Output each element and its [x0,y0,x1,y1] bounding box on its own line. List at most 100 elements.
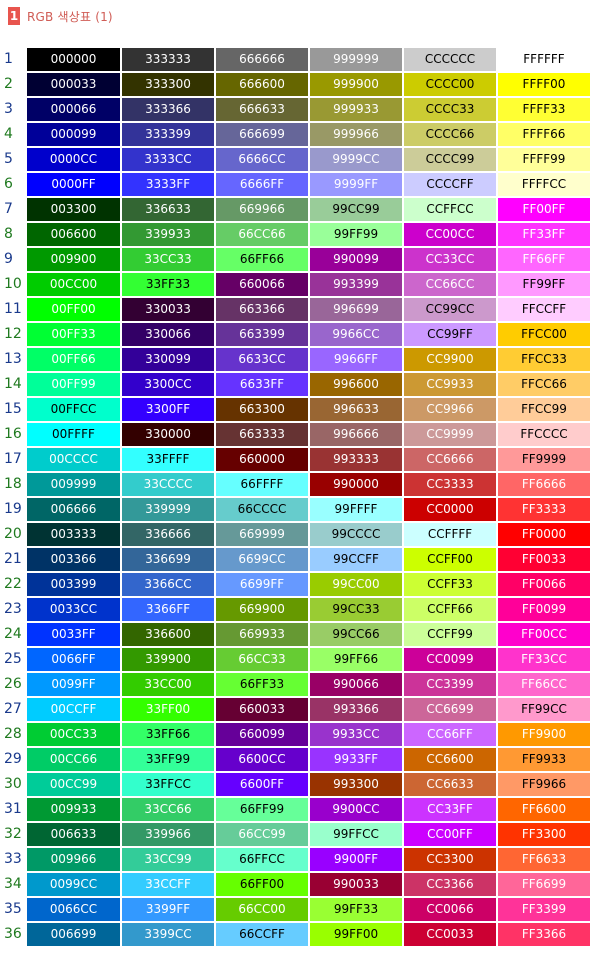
color-swatch-cell: CCFFFF [404,523,496,546]
table-row: 32 006633 339966 66CC99 99FFCC CC00FF FF3300 [0,823,596,846]
color-swatch-cell: 996600 [310,373,402,396]
color-swatch-cell: 669933 [216,623,308,646]
color-swatch-cell: 009900 [27,248,120,271]
color-swatch-cell: 330000 [122,423,214,446]
color-swatch-cell: 993399 [310,273,402,296]
table-row: 35 0066CC 3399FF 66CC00 99FF33 CC0066 FF3399 [0,898,596,921]
color-swatch-cell: FF0066 [498,573,590,596]
table-row: 22 003399 3366CC 6699FF 99CC00 CCFF33 FF0066 [0,573,596,596]
row-number: 6 [4,176,13,192]
color-swatch-cell: FF9999 [498,448,590,471]
color-swatch-cell: FF66FF [498,248,590,271]
color-swatch-cell: 666699 [216,123,308,146]
table-row: 23 0033CC 3366FF 669900 99CC33 CCFF66 FF0099 [0,598,596,621]
color-swatch-cell: 3333FF [122,173,214,196]
color-swatch-cell: CC3366 [404,873,496,896]
color-swatch-cell: 339966 [122,823,214,846]
color-swatch-cell: 330033 [122,298,214,321]
color-swatch-cell: CC3399 [404,673,496,696]
color-swatch-cell: CC33CC [404,248,496,271]
color-swatch-cell: 99CCFF [310,548,402,571]
color-swatch-cell: 3399FF [122,898,214,921]
color-swatch-cell: CC6699 [404,698,496,721]
color-swatch-cell: CC9966 [404,398,496,421]
table-row: 34 0099CC 33CCFF 66FF00 990033 CC3366 FF6699 [0,873,596,896]
row-number: 33 [4,851,22,867]
color-swatch-cell: FFCC00 [498,323,590,346]
row-number: 34 [4,876,22,892]
color-swatch-cell: 3366CC [122,573,214,596]
row-number: 20 [4,526,22,542]
color-swatch-cell: CCFFCC [404,198,496,221]
color-swatch-cell: 003300 [27,198,120,221]
color-swatch-cell: FF6600 [498,798,590,821]
color-swatch-cell: 663300 [216,398,308,421]
color-swatch-cell: 333366 [122,98,214,121]
color-swatch-cell: 33FF33 [122,273,214,296]
table-row: 1 000000 333333 666666 999999 CCCCCC FFFFFF [0,48,596,71]
color-swatch-cell: 996666 [310,423,402,446]
color-swatch-cell: 663366 [216,298,308,321]
color-swatch-cell: FF6699 [498,873,590,896]
color-swatch-cell: CCFF99 [404,623,496,646]
color-swatch-cell: CC3300 [404,848,496,871]
color-swatch-cell: 99FF66 [310,648,402,671]
color-swatch-cell: 6699CC [216,548,308,571]
table-row: 12 00FF33 330066 663399 9966CC CC99FF FFCC00 [0,323,596,346]
color-swatch-cell: CC33FF [404,798,496,821]
color-swatch-cell: 0099CC [27,873,120,896]
color-swatch-cell: 00FF00 [27,298,120,321]
color-swatch-cell: CCCC00 [404,73,496,96]
color-swatch-cell: 009999 [27,473,120,496]
color-swatch-cell: FF33CC [498,648,590,671]
color-swatch-cell: 330066 [122,323,214,346]
row-number: 23 [4,601,22,617]
page-title: RGB 색상표 (1) [27,9,113,24]
color-swatch-cell: 99FFCC [310,823,402,846]
color-swatch-cell: 996633 [310,398,402,421]
row-number: 29 [4,751,22,767]
color-swatch-cell: 663333 [216,423,308,446]
color-swatch-cell: 9933FF [310,748,402,771]
row-number: 27 [4,701,22,717]
table-row: 2 000033 333300 666600 999900 CCCC00 FFFF00 [0,73,596,96]
color-swatch-cell: CC0066 [404,898,496,921]
color-swatch-cell: 993300 [310,773,402,796]
color-swatch-cell: 000099 [27,123,120,146]
table-row: 21 003366 336699 6699CC 99CCFF CCFF00 FF0033 [0,548,596,571]
color-swatch-cell: 9900CC [310,798,402,821]
color-swatch-cell: 00FF33 [27,323,120,346]
color-swatch-cell: 6666FF [216,173,308,196]
color-swatch-cell: 990099 [310,248,402,271]
color-swatch-cell: 0033CC [27,598,120,621]
color-swatch-cell: 999933 [310,98,402,121]
color-swatch-cell: 999900 [310,73,402,96]
color-swatch-cell: 33CC99 [122,848,214,871]
row-number: 9 [4,251,13,267]
table-row: 19 006666 339999 66CCCC 99FFFF CC0000 FF3333 [0,498,596,521]
color-swatch-cell: 33CC00 [122,673,214,696]
color-swatch-cell: 99FF33 [310,898,402,921]
color-swatch-cell: 333333 [122,48,214,71]
color-swatch-cell: 663399 [216,323,308,346]
color-swatch-cell: 993333 [310,448,402,471]
table-row: 36 006699 3399CC 66CCFF 99FF00 CC0033 FF3366 [0,923,596,946]
table-row: 5 0000CC 3333CC 6666CC 9999CC CCCC99 FFFF99 [0,148,596,171]
table-row: 3 000066 333366 666633 999933 CCCC33 FFFF33 [0,98,596,121]
color-swatch-cell: 66FF00 [216,873,308,896]
color-swatch-cell: 00CC99 [27,773,120,796]
color-swatch-cell: 336666 [122,523,214,546]
color-swatch-cell: 660033 [216,698,308,721]
table-row: 20 003333 336666 669999 99CCCC CCFFFF FF0000 [0,523,596,546]
section-number-badge: 1 [8,7,20,25]
table-row: 8 006600 339933 66CC66 99FF99 CC00CC FF33FF [0,223,596,246]
color-swatch-cell: 3333CC [122,148,214,171]
table-row: 14 00FF99 3300CC 6633FF 996600 CC9933 FFCC66 [0,373,596,396]
color-swatch-cell: 66FF99 [216,798,308,821]
row-number: 32 [4,826,22,842]
row-number: 35 [4,901,22,917]
color-swatch-cell: 003366 [27,548,120,571]
color-swatch-cell: 33CC33 [122,248,214,271]
color-swatch-cell: FF99FF [498,273,590,296]
row-number: 17 [4,451,22,467]
